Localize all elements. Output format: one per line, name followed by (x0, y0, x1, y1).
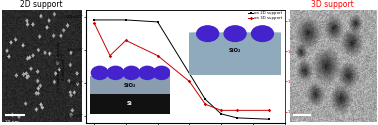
on 2D support (219, 113, 223, 115)
on 2D support (203, 99, 208, 100)
on 2D support (92, 19, 96, 21)
Line: on 2D support: on 2D support (93, 19, 270, 120)
Title: 3D support: 3D support (311, 0, 354, 9)
on 3D support (219, 110, 223, 111)
on 2D support (235, 117, 239, 119)
on 3D support (235, 110, 239, 111)
on 3D support (92, 22, 96, 24)
Y-axis label: Cu nanoparticles density
(CuNPs.cm⁻²): Cu nanoparticles density (CuNPs.cm⁻²) (57, 41, 65, 92)
on 3D support (108, 55, 112, 56)
Text: 20 nm: 20 nm (293, 120, 307, 124)
on 2D support (266, 118, 271, 120)
on 3D support (187, 81, 192, 82)
on 3D support (203, 104, 208, 105)
on 2D support (155, 21, 160, 23)
Title: 2D support: 2D support (20, 0, 63, 9)
on 3D support (155, 55, 160, 56)
on 3D support (124, 40, 128, 41)
on 2D support (124, 19, 128, 21)
Text: 20 nm: 20 nm (5, 120, 19, 124)
Line: on 3D support: on 3D support (93, 22, 270, 112)
on 3D support (266, 110, 271, 111)
Legend: on 2D support, on 3D support: on 2D support, on 3D support (248, 11, 283, 20)
